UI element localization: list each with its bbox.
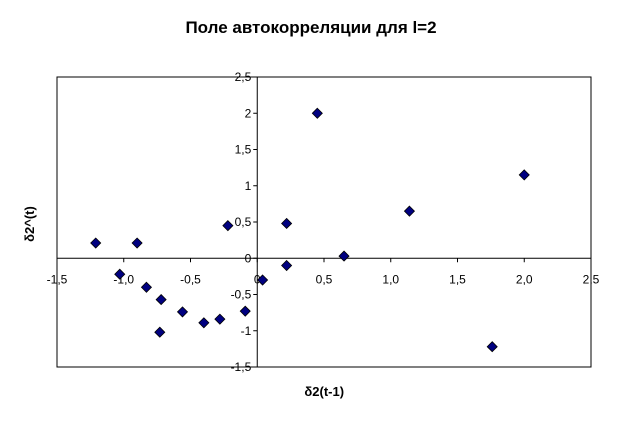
x-axis-label: δ2(t-1) bbox=[304, 384, 344, 399]
chart-title: Поле автокорреляции для l=2 bbox=[185, 18, 437, 37]
data-point bbox=[154, 326, 166, 338]
y-tick-label: 2,5 bbox=[235, 70, 252, 84]
x-tick-label: -0,5 bbox=[180, 272, 201, 286]
data-point bbox=[90, 237, 102, 249]
x-tick-label: 0,5 bbox=[316, 272, 333, 286]
data-point bbox=[155, 294, 167, 306]
data-point bbox=[198, 317, 210, 329]
y-ticks: -1,5-1-0,500,511,522,5 bbox=[231, 70, 258, 374]
data-point bbox=[214, 313, 226, 325]
y-tick-label: -0,5 bbox=[231, 288, 252, 302]
x-tick-label: -1,5 bbox=[47, 272, 68, 286]
x-ticks: -1,5 -1,0 -0,5 0 0,5 1,0 1,5 2,0 2,5 bbox=[47, 258, 600, 286]
data-point bbox=[338, 250, 350, 262]
data-point bbox=[257, 274, 269, 286]
y-axis-label: δ2^(t) bbox=[22, 206, 37, 242]
y-tick-label: 0,5 bbox=[235, 215, 252, 229]
data-point bbox=[239, 305, 251, 317]
data-point bbox=[222, 220, 234, 232]
y-tick-label: 0 bbox=[245, 251, 252, 265]
x-tick-label: 2,5 bbox=[583, 272, 600, 286]
y-tick-label: -1 bbox=[241, 324, 252, 338]
x-tick-label: 1,5 bbox=[449, 272, 466, 286]
data-point bbox=[131, 237, 143, 249]
data-point bbox=[281, 259, 293, 272]
data-points bbox=[90, 107, 530, 353]
x-tick-label: 1,0 bbox=[382, 272, 399, 286]
data-point bbox=[311, 107, 323, 119]
data-point bbox=[486, 341, 498, 353]
y-tick-label: -1,5 bbox=[231, 360, 252, 374]
x-tick-label: 0 bbox=[254, 272, 261, 286]
x-tick-label: 2,0 bbox=[516, 272, 533, 286]
y-tick-label: 1 bbox=[245, 179, 252, 193]
plot-area bbox=[56, 76, 592, 368]
data-point bbox=[281, 217, 293, 230]
data-point bbox=[114, 268, 126, 280]
data-point bbox=[403, 205, 416, 217]
data-point bbox=[176, 306, 189, 318]
data-point bbox=[140, 281, 153, 293]
data-point bbox=[518, 169, 530, 181]
y-tick-label: 2 bbox=[245, 106, 252, 120]
y-tick-label: 1,5 bbox=[235, 143, 252, 157]
